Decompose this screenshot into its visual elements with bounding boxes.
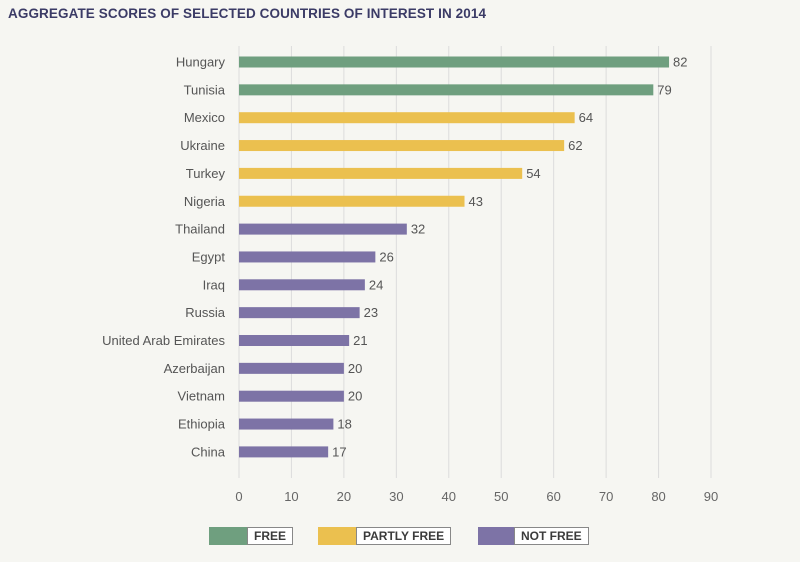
bar-egypt xyxy=(239,251,376,263)
category-label: Russia xyxy=(185,305,226,320)
bar-azerbaijan xyxy=(239,362,344,374)
value-label: 54 xyxy=(526,166,540,181)
value-label: 64 xyxy=(579,110,593,125)
category-label: United Arab Emirates xyxy=(102,333,225,348)
category-label: Tunisia xyxy=(184,82,226,97)
bar-vietnam xyxy=(239,390,344,402)
chart-title: AGGREGATE SCORES OF SELECTED COUNTRIES O… xyxy=(8,6,487,21)
bar-ukraine xyxy=(239,140,565,152)
category-label: Nigeria xyxy=(184,194,226,209)
bar-china xyxy=(239,446,329,458)
bar-tunisia xyxy=(239,84,654,96)
x-tick-label: 10 xyxy=(284,489,298,504)
category-label: China xyxy=(191,444,226,459)
value-label: 24 xyxy=(369,277,383,292)
bar-thailand xyxy=(239,223,407,235)
legend-label: FREE xyxy=(247,527,294,545)
bar-hungary xyxy=(239,56,670,68)
value-label: 20 xyxy=(348,361,362,376)
category-label: Ethiopia xyxy=(178,417,226,432)
category-label: Azerbaijan xyxy=(164,361,225,376)
x-tick-label: 50 xyxy=(494,489,508,504)
bar-turkey xyxy=(239,167,523,179)
x-tick-label: 70 xyxy=(599,489,613,504)
bar-ethiopia xyxy=(239,418,334,430)
bar-iraq xyxy=(239,279,365,291)
x-tick-label: 20 xyxy=(337,489,351,504)
chart-legend: FREE PARTLY FREE NOT FREE xyxy=(0,526,800,548)
value-label: 26 xyxy=(379,249,393,264)
value-label: 32 xyxy=(411,222,425,237)
x-tick-label: 60 xyxy=(546,489,560,504)
category-label: Mexico xyxy=(184,110,225,125)
x-tick-label: 30 xyxy=(389,489,403,504)
category-label: Thailand xyxy=(175,222,225,237)
category-label: Iraq xyxy=(203,277,225,292)
category-label: Hungary xyxy=(176,55,226,70)
legend-label: PARTLY FREE xyxy=(356,527,452,545)
category-label: Vietnam xyxy=(178,389,225,404)
legend-item-not-free: NOT FREE xyxy=(478,526,589,546)
value-label: 17 xyxy=(332,444,346,459)
legend-swatch xyxy=(478,527,514,545)
bar-united-arab-emirates xyxy=(239,335,350,346)
x-tick-label: 90 xyxy=(704,489,718,504)
legend-item-free: FREE xyxy=(209,526,294,546)
category-label: Ukraine xyxy=(180,138,225,153)
value-label: 62 xyxy=(568,138,582,153)
value-label: 43 xyxy=(469,194,483,209)
value-label: 20 xyxy=(348,389,362,404)
x-tick-label: 0 xyxy=(235,489,242,504)
bar-nigeria xyxy=(239,195,465,207)
value-label: 21 xyxy=(353,333,367,348)
category-label: Egypt xyxy=(192,249,226,264)
bar-mexico xyxy=(239,112,575,124)
legend-swatch xyxy=(318,527,356,545)
legend-label: NOT FREE xyxy=(514,527,589,545)
value-label: 79 xyxy=(657,82,671,97)
x-tick-label: 40 xyxy=(442,489,456,504)
category-label: Turkey xyxy=(186,166,226,181)
x-tick-label: 80 xyxy=(651,489,665,504)
value-label: 23 xyxy=(364,305,378,320)
value-label: 18 xyxy=(337,417,351,432)
legend-item-partly-free: PARTLY FREE xyxy=(318,526,452,546)
bar-russia xyxy=(239,307,360,319)
legend-swatch xyxy=(209,527,247,545)
value-label: 82 xyxy=(673,55,687,70)
